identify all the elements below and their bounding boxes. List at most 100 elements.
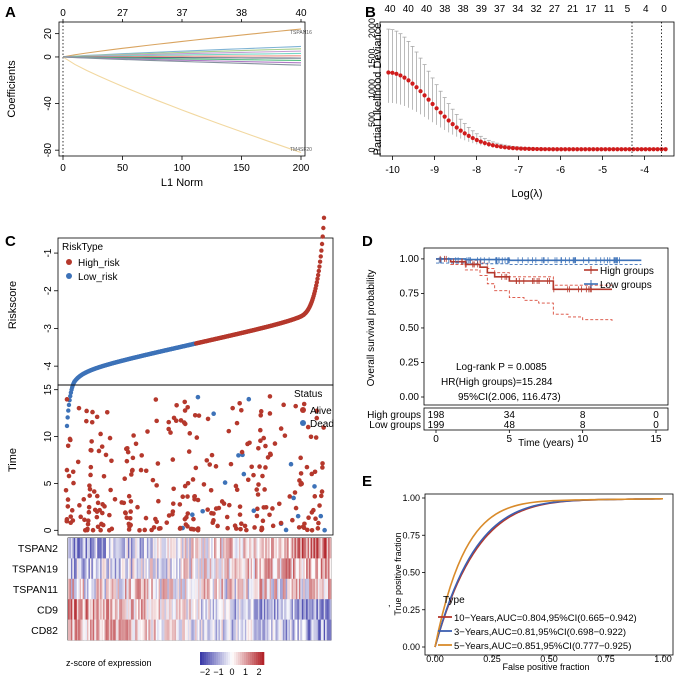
heatmap-cell <box>287 599 289 620</box>
heatmap-cell <box>105 538 108 559</box>
heatmap-cell <box>100 619 102 641</box>
alive-point <box>196 413 202 418</box>
deviance-point <box>663 147 668 152</box>
heatmap-cell <box>149 538 152 559</box>
alive-point <box>76 405 82 411</box>
heatmap-cell <box>269 578 272 600</box>
heatmap-cell <box>276 619 279 641</box>
alive-point <box>166 426 171 432</box>
heatmap-cell <box>75 599 78 620</box>
heatmap-cell <box>122 619 124 641</box>
heatmap-cell <box>215 558 218 580</box>
top-tick-label: 0 <box>661 4 667 15</box>
heatmap-cell <box>184 619 187 641</box>
heatmap-cell <box>288 619 291 641</box>
heatmap-cell <box>146 538 149 559</box>
heatmap-cell <box>73 619 76 641</box>
heatmap-cell <box>246 599 249 620</box>
deviance-point <box>591 147 596 152</box>
heatmap-cell <box>100 599 102 620</box>
heatmap-cell <box>110 558 113 580</box>
top-tick-label: 11 <box>604 4 615 15</box>
heatmap-cell <box>301 599 304 620</box>
heatmap-cell <box>195 538 197 559</box>
heatmap-cell <box>303 599 305 620</box>
heatmap-cell <box>284 538 287 559</box>
heatmap-cell <box>266 599 269 620</box>
heatmap-cell <box>167 558 170 580</box>
alive-point <box>86 518 91 523</box>
heatmap-cell <box>209 578 212 600</box>
heatmap-cell <box>72 558 75 580</box>
heatmap-cell <box>113 558 116 580</box>
alive-point <box>112 497 118 502</box>
alive-point <box>126 493 132 499</box>
legend-label-low-risk: Low_risk <box>78 272 118 283</box>
heatmap-cell <box>247 558 250 580</box>
heatmap-cell <box>168 578 171 600</box>
heatmap-cell <box>124 599 127 620</box>
heatmap-cell <box>177 619 180 641</box>
heatmap-cell <box>307 558 310 580</box>
alive-point <box>238 526 243 532</box>
alive-point <box>296 525 302 530</box>
deviance-point <box>538 147 544 152</box>
heatmap-cell <box>260 599 263 620</box>
heatmap-cell <box>284 619 287 641</box>
heatmap-cell <box>323 558 326 580</box>
heatmap-cell <box>218 558 221 580</box>
heatmap-cell <box>312 619 314 641</box>
heatmap-cell <box>228 538 231 559</box>
heatmap-cell <box>328 578 330 600</box>
heatmap-cell <box>108 599 111 620</box>
heatmap-cell <box>282 538 285 559</box>
deviance-point <box>402 75 407 80</box>
heatmap-cell <box>255 558 257 580</box>
heatmap-cell <box>224 558 227 580</box>
alive-point <box>138 467 144 473</box>
heatmap-cell <box>203 578 206 600</box>
heatmap-cell <box>306 619 308 641</box>
deviance-point <box>563 147 568 152</box>
heatmap-cell <box>257 578 260 600</box>
heatmap-cell <box>287 578 289 600</box>
heatmap-cell <box>145 578 148 600</box>
heatmap-cell <box>298 578 301 600</box>
heatmap-cell <box>285 538 288 559</box>
heatmap-cell <box>91 538 94 559</box>
heatmap-cell <box>230 538 232 559</box>
heatmap-cell <box>256 558 259 580</box>
alive-point <box>94 414 100 420</box>
heatmap-cell <box>211 578 213 600</box>
colorbar-segment <box>256 652 259 665</box>
heatmap-cell <box>173 578 175 600</box>
heatmap-cell <box>184 558 187 580</box>
heatmap-cell <box>212 538 215 559</box>
alive-point <box>188 526 194 532</box>
heatmap-cell <box>117 538 120 559</box>
heatmap-cell <box>179 619 181 641</box>
deviance-point <box>462 131 467 136</box>
heatmap-cell <box>279 538 282 559</box>
deviance-point <box>506 145 512 150</box>
heatmap-cell <box>228 558 231 580</box>
alive-point <box>278 426 284 431</box>
heatmap-cell <box>329 578 332 600</box>
heatmap-cell <box>281 538 284 559</box>
alive-point <box>194 435 200 440</box>
heatmap-cell <box>132 578 135 600</box>
heatmap-cell <box>323 619 326 641</box>
heatmap-cell <box>187 599 190 620</box>
heatmap-cell <box>129 538 132 559</box>
risk-point <box>315 276 320 281</box>
heatmap-cell <box>297 538 300 559</box>
heatmap-cell <box>240 558 243 580</box>
heatmap-cell <box>247 538 250 559</box>
alive-point <box>272 441 278 446</box>
heatmap-cell <box>180 578 183 600</box>
heatmap-cell <box>181 599 184 620</box>
heatmap-cell <box>290 578 292 600</box>
x-tick-label: 0.00 <box>426 654 444 664</box>
heatmap-cell <box>173 619 175 641</box>
